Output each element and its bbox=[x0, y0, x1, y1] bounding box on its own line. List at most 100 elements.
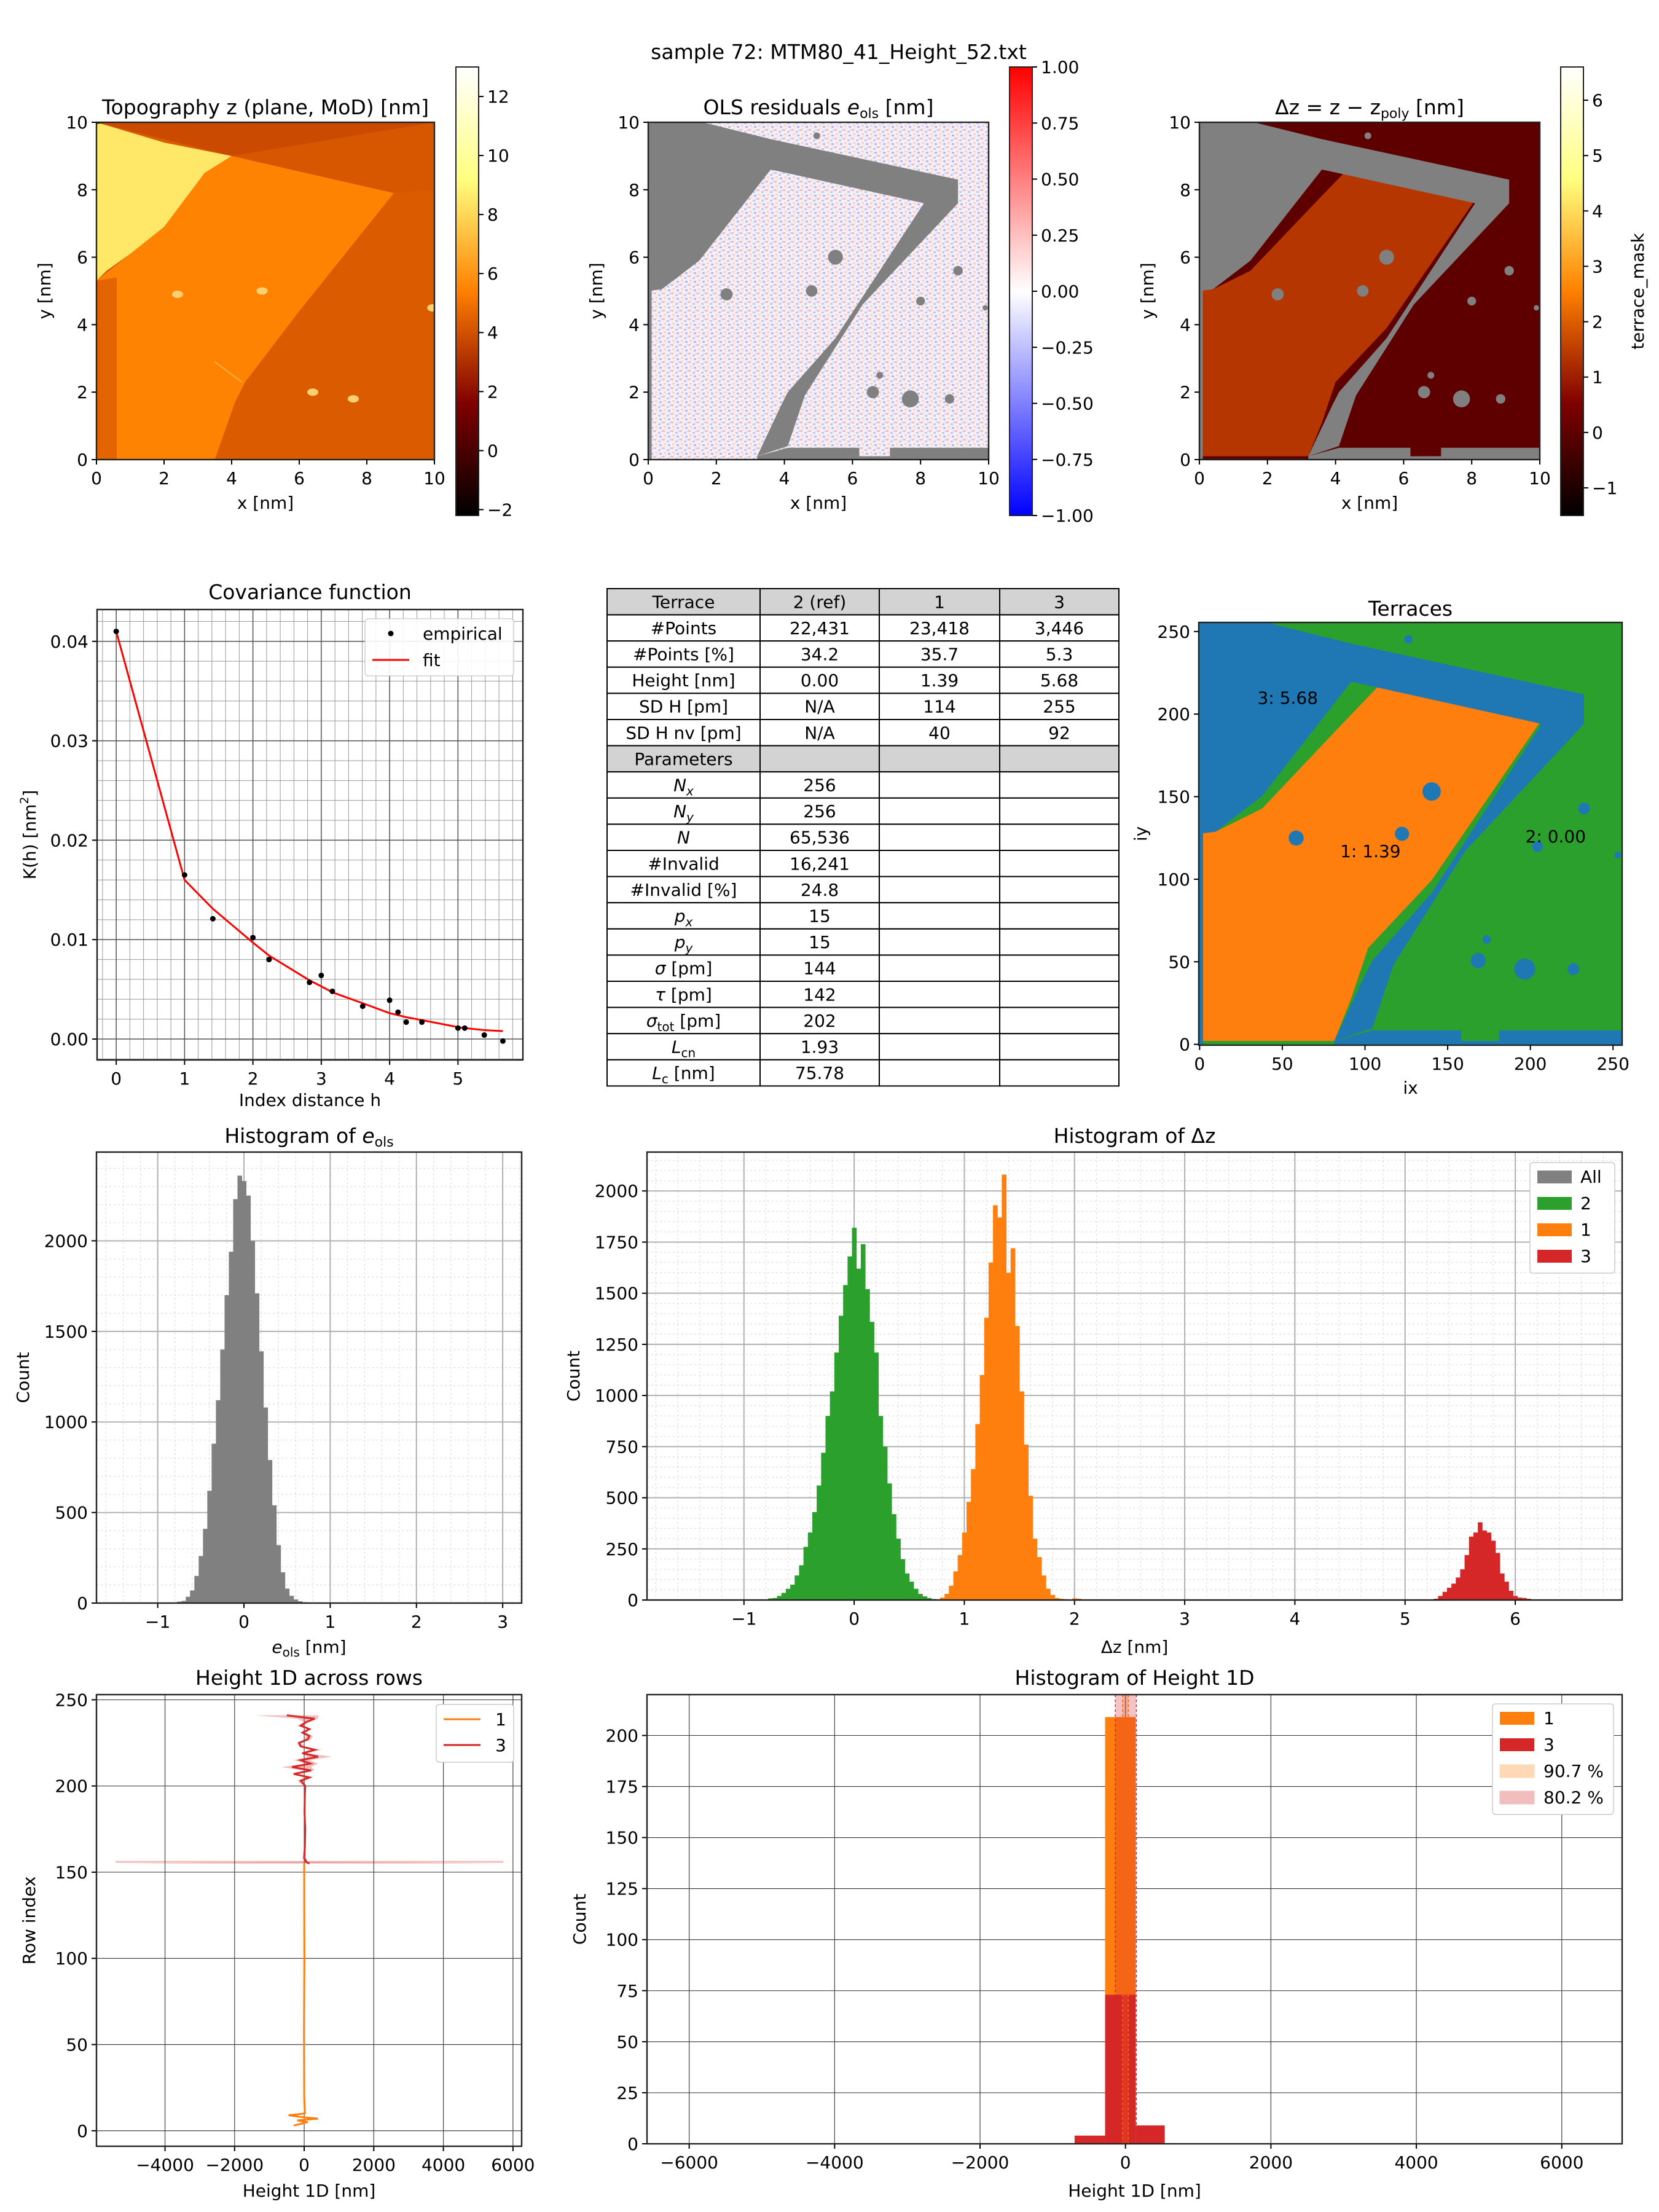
param-symbol: p bbox=[674, 932, 686, 952]
empirical-point bbox=[307, 979, 313, 986]
colorbar-tick-label: 6 bbox=[1592, 90, 1603, 111]
x-tick-label: 4 bbox=[1330, 468, 1341, 488]
x-tick-label: −1 bbox=[145, 1612, 170, 1632]
table-cell bbox=[759, 1006, 880, 1035]
y-tick-label: 0 bbox=[77, 1593, 88, 1614]
table-row: #Invalid [%] 24.8 bbox=[606, 876, 1120, 904]
histogram-bar bbox=[799, 1565, 804, 1600]
empirical-point bbox=[403, 1019, 409, 1026]
y-tick-label: 250 bbox=[606, 1539, 638, 1559]
y-tick-label: 1500 bbox=[595, 1284, 638, 1304]
y-tick-label: 200 bbox=[1158, 704, 1190, 724]
empirical-point bbox=[359, 1003, 366, 1010]
histogram-bar bbox=[790, 1585, 795, 1600]
colorbar-tick-label: 12 bbox=[487, 87, 509, 107]
masked-defect bbox=[1418, 386, 1430, 399]
table-cell bbox=[879, 1006, 1000, 1035]
masked-defect bbox=[1427, 372, 1435, 379]
table-cell bbox=[606, 928, 761, 956]
y-tick-label: 4 bbox=[629, 315, 640, 335]
step-band-region bbox=[1199, 622, 1584, 1041]
histogram-bar bbox=[777, 1596, 782, 1600]
table-cell bbox=[999, 745, 1120, 773]
y-tick-label: 150 bbox=[55, 1862, 88, 1883]
histogram-bar bbox=[198, 1556, 203, 1603]
y-tick-label: 250 bbox=[55, 1690, 88, 1710]
histogram-bar bbox=[962, 1532, 967, 1600]
y-tick-label: 150 bbox=[606, 1828, 638, 1848]
y-tick-label: 0 bbox=[629, 450, 640, 470]
x-tick-label: 0 bbox=[643, 468, 654, 488]
defect-region bbox=[1288, 830, 1304, 846]
colorbar-tick-label: −2 bbox=[487, 500, 512, 520]
histogram-bar bbox=[207, 1491, 212, 1603]
histogram-bar bbox=[887, 1483, 892, 1600]
histogram-bar bbox=[852, 1228, 857, 1600]
histogram-bar bbox=[203, 1529, 208, 1603]
table-cell bbox=[999, 823, 1120, 852]
param-symbol: N bbox=[673, 775, 686, 796]
histogram-bar bbox=[1491, 1540, 1496, 1600]
colorbar-tick-label: 1.00 bbox=[1041, 57, 1079, 77]
confidence-band bbox=[1122, 1695, 1129, 2144]
x-tick-label: 150 bbox=[1431, 1054, 1464, 1074]
y-tick-label: 10 bbox=[66, 112, 88, 133]
defect-region bbox=[1567, 963, 1580, 975]
defect-region bbox=[1532, 841, 1543, 852]
histogram-bar bbox=[1513, 1596, 1518, 1600]
defect-region bbox=[1514, 959, 1535, 980]
masked-defect bbox=[944, 394, 954, 404]
x-axis-label: ix bbox=[1403, 1078, 1418, 1098]
title-sub: poly bbox=[1381, 106, 1410, 122]
axes-frame bbox=[647, 121, 990, 461]
y-tick-label: 0 bbox=[77, 450, 88, 470]
y-tick-label: 750 bbox=[606, 1437, 638, 1457]
table-cell-text: #Points [%] bbox=[633, 645, 734, 665]
x-tick-label: −4000 bbox=[136, 2155, 194, 2175]
histogram-bar bbox=[993, 1205, 998, 1600]
histogram-bar bbox=[280, 1572, 286, 1603]
table-cell bbox=[759, 797, 880, 825]
x-tick-label: 4 bbox=[1289, 1609, 1300, 1629]
table-cell bbox=[606, 1006, 761, 1035]
table-cell-text: 255 bbox=[1043, 697, 1075, 717]
histogram-bar bbox=[220, 1349, 225, 1603]
axes-frame bbox=[95, 1693, 523, 2147]
y-tick-label: 500 bbox=[55, 1503, 88, 1523]
histogram-bar bbox=[194, 1575, 199, 1603]
param-name: σtot [pm] bbox=[646, 1011, 721, 1034]
x-tick-label: 3 bbox=[1179, 1609, 1190, 1629]
param-value: 142 bbox=[803, 984, 836, 1005]
y-tick-label: 0.04 bbox=[50, 632, 88, 652]
table-cell-text: 40 bbox=[928, 723, 951, 743]
colorbar-tick-label: −1.00 bbox=[1041, 506, 1094, 526]
table-cell bbox=[879, 719, 1000, 747]
histogram-bar bbox=[229, 1252, 233, 1603]
panel-title: OLS residuals eols [nm] bbox=[704, 95, 934, 122]
histogram-bar bbox=[1508, 1591, 1513, 1600]
param-value: 75.78 bbox=[795, 1063, 844, 1083]
histogram-bar bbox=[997, 1217, 1002, 1600]
series-3-line bbox=[286, 1714, 319, 1865]
y-tick-label: 50 bbox=[1168, 952, 1190, 972]
defect-region bbox=[1614, 851, 1622, 858]
histogram-bar bbox=[860, 1244, 866, 1600]
y-tick-label: 1750 bbox=[595, 1232, 638, 1252]
table-header-cell: 3 bbox=[1054, 592, 1065, 612]
x-tick-label: 3 bbox=[316, 1069, 327, 1089]
table-cell bbox=[606, 876, 761, 904]
param-name: Nx bbox=[673, 775, 694, 799]
panel-title: Height 1D across rows bbox=[195, 1666, 423, 1690]
histogram-bar bbox=[874, 1352, 879, 1600]
empirical-point bbox=[266, 957, 272, 963]
histogram-bar bbox=[1451, 1583, 1456, 1600]
table-cell bbox=[999, 1006, 1120, 1035]
empirical-point bbox=[210, 916, 216, 922]
histogram-bar bbox=[1521, 1598, 1527, 1600]
legend-label: 1 bbox=[1543, 1708, 1555, 1728]
x-tick-label: 4000 bbox=[1394, 2152, 1438, 2173]
terrace-1-region bbox=[1202, 173, 1475, 457]
x-axis-label: eols [nm] bbox=[272, 1637, 346, 1660]
